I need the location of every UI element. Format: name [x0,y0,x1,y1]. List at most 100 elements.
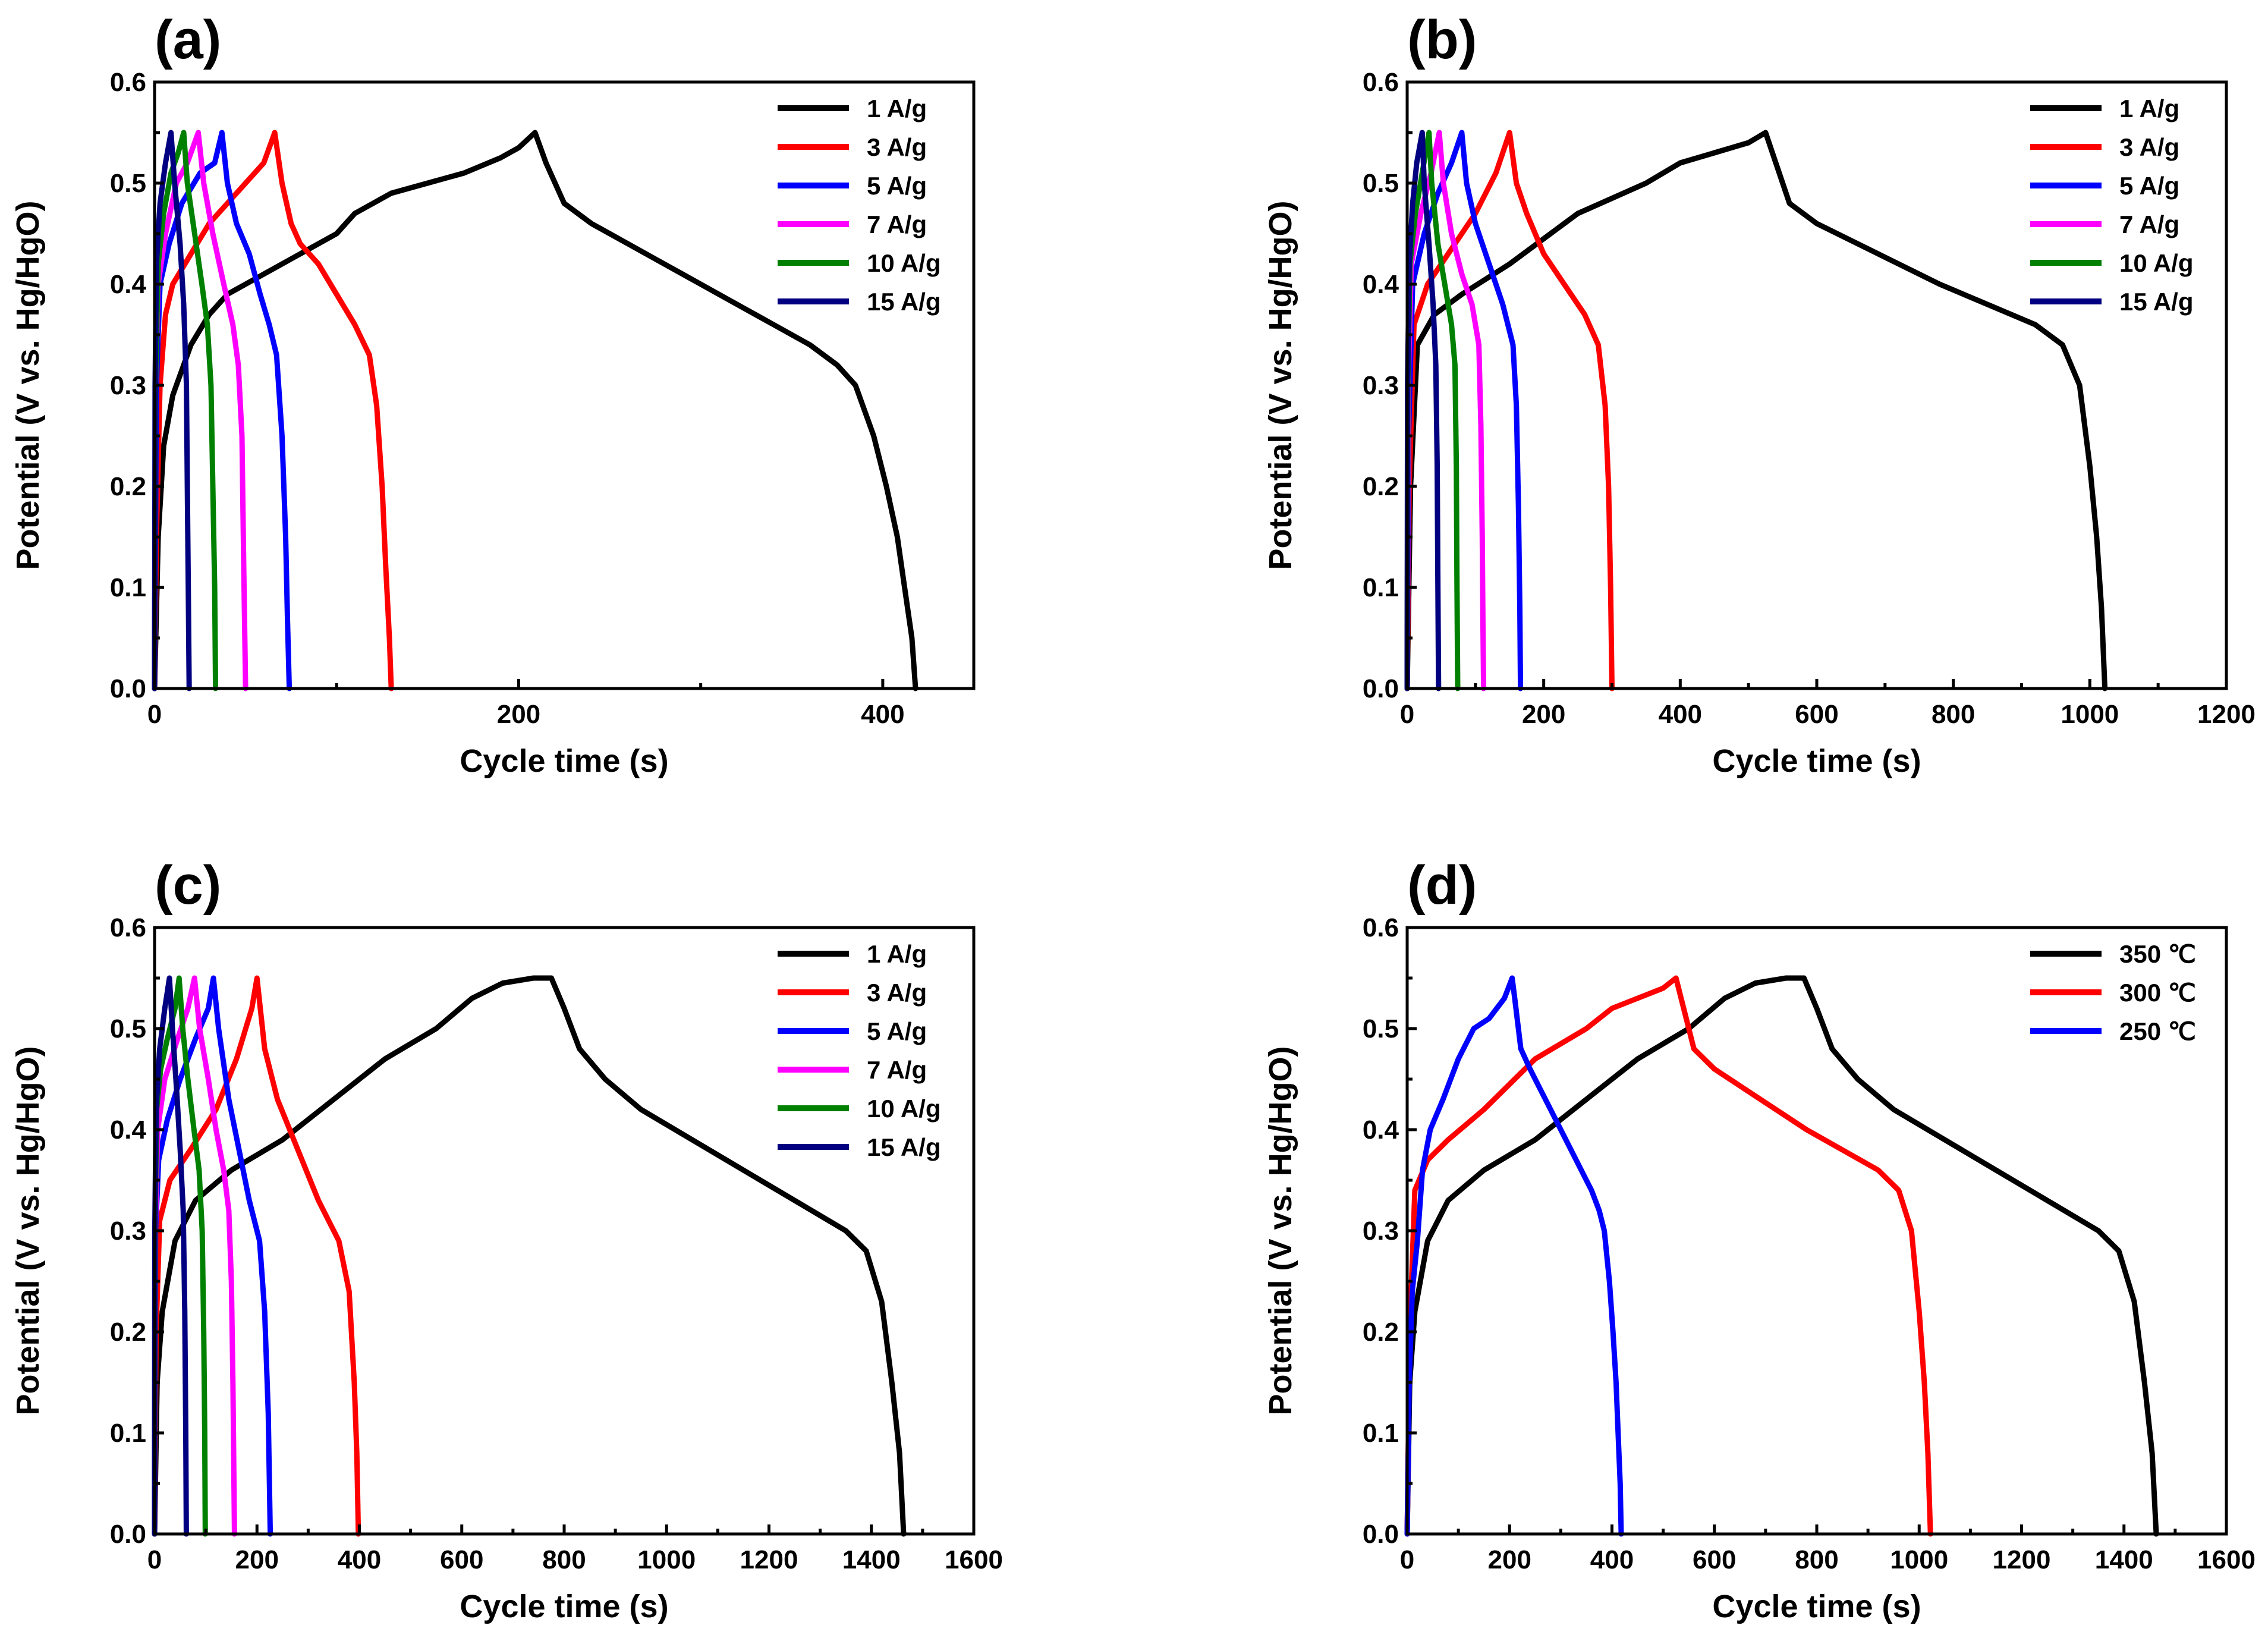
legend-label: 1 A/g [867,95,927,122]
x-axis-title: Cycle time (s) [1712,743,1921,779]
y-tick-label: 0.0 [110,1520,146,1549]
series-line-2-3 [152,975,237,1537]
y-tick-label: 0.5 [1363,169,1399,198]
y-tick-label: 0.3 [1363,1216,1399,1246]
series-line-0-0 [152,130,918,691]
legend-label: 15 A/g [867,288,940,316]
x-tick-label: 0 [147,700,162,729]
x-tick-label: 0 [1400,700,1414,729]
panel-label: (d) [1407,855,1477,916]
y-tick-label: 0.0 [1363,674,1399,703]
y-tick-label: 0.4 [1363,1115,1399,1145]
plot-frame [1405,80,2228,690]
legend-label: 10 A/g [867,1095,940,1123]
legend-label: 300 ℃ [2119,979,2196,1007]
series-line-1-1 [1404,130,1615,691]
x-tick-label: 200 [1488,1545,1531,1574]
series-line-1-2 [1404,130,1524,691]
series-line-0-2 [152,130,292,691]
legend-label: 7 A/g [867,1056,927,1084]
y-axis-title: Potential (V vs. Hg/HgO) [10,1046,46,1415]
y-tick-label: 0.1 [1363,1419,1399,1448]
series-line-1-5 [1404,130,1442,691]
legend-label: 3 A/g [867,133,927,161]
legend-label: 7 A/g [2119,210,2179,238]
x-tick-label: 400 [1590,1545,1634,1574]
x-tick-label: 600 [1795,700,1838,729]
x-tick-label: 800 [1932,700,1975,729]
y-tick-label: 0.3 [1363,371,1399,400]
legend-label: 3 A/g [867,979,927,1007]
y-tick-label: 0.6 [110,913,146,942]
legend-label: 250 ℃ [2119,1017,2196,1045]
legend-label: 1 A/g [2119,95,2179,122]
y-tick-label: 0.3 [110,1216,146,1246]
series-line-2-5 [152,975,189,1537]
series-line-3-2 [1404,975,1624,1537]
plot-frame [153,926,976,1536]
legend-label: 10 A/g [867,249,940,277]
y-tick-label: 0.0 [110,674,146,703]
x-tick-label: 400 [1659,700,1702,729]
y-tick-label: 0.4 [1363,270,1399,299]
legend-label: 5 A/g [867,172,927,200]
y-tick-label: 0.6 [1363,68,1399,97]
x-tick-label: 1400 [842,1545,901,1574]
series-line-3-0 [1404,975,2159,1537]
legend-label: 7 A/g [867,210,927,238]
series-line-0-1 [152,130,394,691]
x-tick-label: 800 [542,1545,586,1574]
y-tick-label: 0.2 [110,1318,146,1347]
x-tick-label: 800 [1795,1545,1838,1574]
legend-label: 5 A/g [2119,172,2179,200]
chart-panel-1: 0 200 400 600 800 1000 1200 0.0 0.1 0.2 0.3 0.4 0.5 0… [1263,10,2256,779]
y-tick-label: 0.5 [1363,1014,1399,1043]
panel-label: (c) [155,855,221,916]
y-tick-label: 0.6 [1363,913,1399,942]
y-tick-label: 0.2 [110,472,146,501]
y-tick-label: 0.5 [110,1014,146,1043]
x-tick-label: 600 [1693,1545,1736,1574]
x-tick-label: 0 [147,1545,162,1574]
y-tick-label: 0.1 [110,573,146,602]
y-tick-label: 0.3 [110,371,146,400]
y-tick-label: 0.6 [110,68,146,97]
x-tick-label: 1200 [2197,700,2256,729]
y-axis-title: Potential (V vs. Hg/HgO) [1263,1046,1298,1415]
y-tick-label: 0.1 [1363,573,1399,602]
chart-panel-2: 0 200 400 600 800 1000 1200 1400 1600 0.0 0.1 0.2 0.… [10,855,1003,1624]
legend-label: 5 A/g [867,1017,927,1045]
y-axis-title: Potential (V vs. Hg/HgO) [1263,200,1298,570]
x-tick-label: 1200 [740,1545,798,1574]
y-tick-label: 0.4 [110,270,147,299]
y-tick-label: 0.4 [110,1115,147,1145]
x-axis-title: Cycle time (s) [460,1589,668,1624]
series-line-2-4 [152,975,208,1537]
y-tick-label: 0.2 [1363,472,1399,501]
x-axis-title: Cycle time (s) [1712,1589,1921,1624]
series-line-1-3 [1404,130,1487,691]
series-line-2-2 [152,975,273,1537]
legend-label: 15 A/g [2119,288,2193,316]
x-tick-label: 1600 [2197,1545,2256,1574]
y-tick-label: 0.1 [110,1419,146,1448]
x-tick-label: 1000 [1890,1545,1948,1574]
series-line-2-1 [152,975,361,1537]
panel-label: (a) [155,10,221,70]
series-line-1-0 [1404,130,2108,691]
y-axis-title: Potential (V vs. Hg/HgO) [10,200,46,570]
x-tick-label: 1000 [637,1545,696,1574]
legend-label: 350 ℃ [2119,940,2196,968]
x-tick-label: 0 [1400,1545,1414,1574]
y-tick-label: 0.5 [110,169,146,198]
series-line-3-1 [1404,975,1933,1537]
series-line-2-0 [152,975,907,1537]
x-tick-label: 1400 [2095,1545,2153,1574]
legend-label: 1 A/g [867,940,927,968]
legend-label: 10 A/g [2119,249,2193,277]
x-tick-label: 1200 [1993,1545,2051,1574]
panel-label: (b) [1407,10,1477,70]
series-line-0-5 [152,130,192,691]
chart-panel-0: 0 200 400 0.0 0.1 0.2 0.3 0.4 0.5 0.6 Cycle time (… [10,10,976,779]
